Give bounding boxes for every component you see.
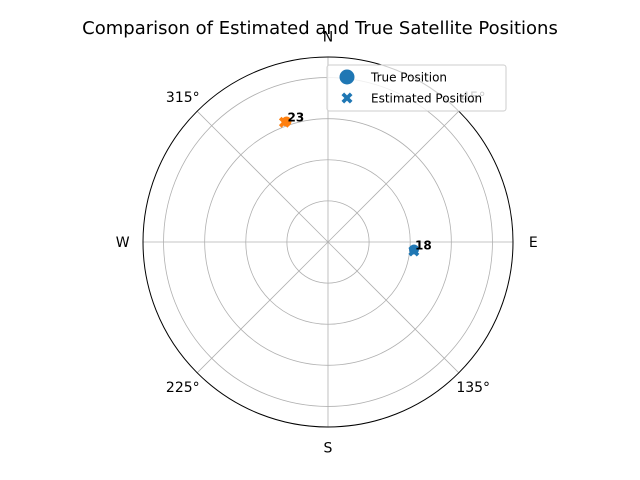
angular-gridline-45: [327, 110, 460, 243]
legend-entry-1: Estimated Position: [371, 92, 482, 106]
legend-marker-true: [339, 69, 355, 85]
direction-label-135: 135°: [456, 380, 490, 396]
legend-entry-0: True Position: [370, 71, 447, 85]
chart-title: Comparison of Estimated and True Satelli…: [82, 18, 558, 39]
estimated-position-point-23: [278, 116, 290, 128]
direction-label-180: S: [324, 440, 333, 456]
direction-label-0: N: [323, 30, 333, 46]
estimated-position-point-23-shape: [278, 116, 290, 128]
satellite-label-18: 18: [415, 239, 432, 253]
direction-label-90: E: [529, 235, 538, 251]
satellite-label-23: 23: [288, 110, 305, 124]
direction-label-225: 225°: [166, 380, 200, 396]
legend-marker-estimated-shape: [341, 92, 353, 104]
polar-frame: [142, 56, 514, 428]
estimated-position-point-18-shape: [408, 245, 420, 257]
legend: True Position Estimated Position: [326, 64, 507, 112]
angular-gridline-225: [196, 241, 329, 374]
estimated-position-point-18: [408, 245, 420, 257]
legend-marker-estimated: [341, 92, 353, 104]
direction-label-270: W: [116, 235, 130, 251]
direction-label-315: 315°: [166, 90, 200, 106]
legend-box: [326, 64, 507, 112]
angular-gridline-315: [196, 110, 329, 243]
polar-grid: [142, 56, 514, 428]
angular-gridline-135: [327, 241, 460, 374]
